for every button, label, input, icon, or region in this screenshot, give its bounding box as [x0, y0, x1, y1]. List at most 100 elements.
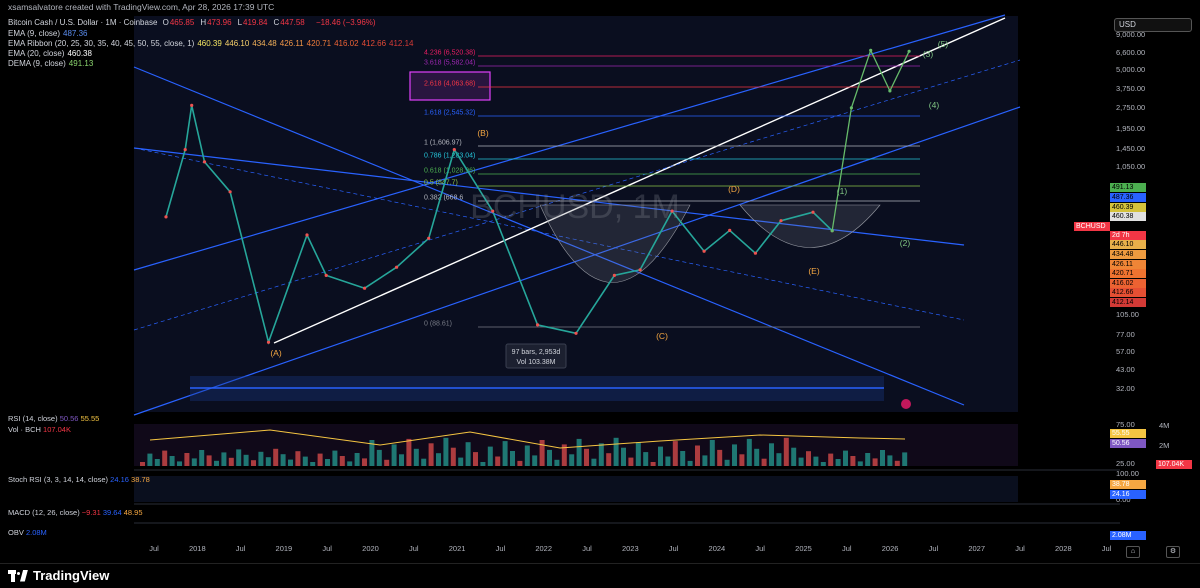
- volume-bar: [687, 460, 693, 466]
- volume-bar: [243, 454, 249, 466]
- rsi-axis-tick: 75.00: [1116, 420, 1135, 429]
- volume-bar: [672, 441, 678, 466]
- volume-label[interactable]: Vol · BCH 107.04K: [8, 425, 71, 434]
- volume-bar: [295, 451, 301, 466]
- settings-gear-icon[interactable]: ⚙: [1166, 546, 1180, 558]
- data-point: [830, 229, 834, 233]
- orange-wave-label: (E): [808, 266, 820, 276]
- time-axis-tick: 2021: [449, 544, 466, 553]
- time-axis-tick: Jul: [236, 544, 246, 553]
- data-point: [811, 210, 815, 214]
- time-axis-tick: 2022: [535, 544, 552, 553]
- volume-bar: [635, 442, 641, 466]
- time-axis-tick: 2020: [362, 544, 379, 553]
- time-axis-tick: 2026: [882, 544, 899, 553]
- pane-value-tag: 24.16: [1110, 490, 1146, 499]
- volume-bar: [695, 445, 700, 466]
- volume-bar: [754, 448, 760, 466]
- chart-canvas[interactable]: 4.236 (6,520.38) 3.618 (5,582.04) 2.618 (4…: [0, 0, 1200, 564]
- indicator-row[interactable]: EMA (20, close) 460.38: [8, 49, 95, 58]
- stoch-rsi-label[interactable]: Stoch RSI (3, 3, 14, 14, close) 24.16 38…: [8, 475, 150, 484]
- volume-bar: [783, 437, 789, 466]
- time-axis-tick: Jul: [755, 544, 765, 553]
- volume-bar: [354, 453, 360, 466]
- orange-wave-label: (A): [270, 348, 282, 358]
- price-axis-tick: 1,450.00: [1116, 144, 1145, 153]
- indicator-row[interactable]: EMA Ribbon (20, 25, 30, 35, 40, 45, 50, …: [8, 39, 417, 48]
- obv-label[interactable]: OBV 2.08M: [8, 528, 47, 537]
- volume-bar: [384, 459, 390, 466]
- fib-level-label: 1 (1,606.97): [424, 140, 462, 147]
- volume-bar: [894, 460, 900, 466]
- macd-label[interactable]: MACD (12, 26, close) −9.31 39.64 48.95: [8, 508, 143, 517]
- ascending-channel-lower: [133, 106, 1021, 416]
- symbol-name[interactable]: Bitcoin Cash / U.S. Dollar · 1M · Coinba…: [8, 18, 158, 27]
- white-trendline: [273, 17, 1006, 344]
- ascending-channel-upper: [133, 14, 1006, 271]
- volume-bar: [332, 450, 338, 466]
- volume-bar: [724, 459, 730, 466]
- timezone-button[interactable]: ⌂: [1126, 546, 1140, 558]
- indicator-row[interactable]: DEMA (9, close) 491.13: [8, 59, 96, 68]
- price-axis-tick: 5,000.00: [1116, 65, 1145, 74]
- indicator-name: DEMA (9, close): [8, 59, 66, 68]
- ohlc-values: O465.85 H473.96 L419.84 C447.58: [163, 18, 311, 27]
- volume-bar: [191, 458, 197, 466]
- data-point: [574, 331, 578, 335]
- data-point: [869, 48, 873, 52]
- volume-bar: [510, 451, 515, 466]
- volume-bar: [317, 453, 323, 466]
- data-point: [638, 268, 642, 272]
- pane-value-tag: 107.04K: [1156, 460, 1192, 469]
- price-tag: 491.13: [1110, 183, 1146, 192]
- time-axis-tick: Jul: [149, 544, 159, 553]
- lightning-icon: [901, 399, 911, 409]
- volume-bar: [732, 444, 737, 466]
- stoch-rsi-pane: [134, 476, 1018, 502]
- time-axis-tick: Jul: [322, 544, 332, 553]
- currency-button[interactable]: USD: [1114, 18, 1192, 32]
- volume-bar: [872, 458, 878, 466]
- data-point: [202, 160, 207, 164]
- volume-bar: [850, 456, 856, 466]
- time-axis-tick: 2018: [189, 544, 206, 553]
- time-axis-tick: Jul: [496, 544, 506, 553]
- time-axis-tick: Jul: [669, 544, 679, 553]
- price-tag: BCHUSD: [1074, 222, 1110, 231]
- descending-channel-upper: [133, 66, 965, 406]
- orange-wave-label: (C): [656, 331, 668, 341]
- time-axis-tick: Jul: [1015, 544, 1025, 553]
- price-tag: 460.38: [1110, 212, 1146, 221]
- data-point: [491, 209, 495, 213]
- rsi-label[interactable]: RSI (14, close) 50.56 55.55: [8, 414, 100, 423]
- volume-bar: [576, 438, 582, 466]
- brand-name: TradingView: [33, 568, 110, 583]
- indicator-value: 412.14: [389, 39, 414, 48]
- time-axis-tick: 2023: [622, 544, 639, 553]
- price-tag: 412.66: [1110, 288, 1146, 297]
- ohlc-h: H473.96: [200, 18, 232, 27]
- volume-bar: [554, 459, 560, 466]
- data-point: [164, 215, 168, 219]
- data-point: [612, 273, 617, 277]
- price-axis-tick: 1,950.00: [1116, 124, 1145, 133]
- volume-bar: [857, 461, 863, 466]
- indicator-name: EMA (20, close): [8, 49, 65, 58]
- fib-level-label: 0 (88.61): [424, 321, 452, 328]
- price-axis-tick: 32.00: [1116, 384, 1135, 393]
- ohlc-l: L419.84: [237, 18, 268, 27]
- volume-bar: [591, 458, 597, 466]
- tradingview-logo[interactable]: TradingView: [8, 568, 109, 583]
- indicator-value: 460.39: [197, 39, 222, 48]
- volume-bar: [199, 450, 205, 466]
- target-box: [409, 71, 491, 101]
- volume-bar: [347, 461, 353, 466]
- volume-bar: [487, 446, 493, 466]
- volume-bar: [621, 447, 626, 466]
- descending-channel-mid: [133, 147, 965, 246]
- data-point: [753, 251, 758, 255]
- measure-bars-text: 97 bars, 2,953d: [512, 349, 561, 356]
- fib-level-label: 1.618 (2,545.32): [424, 110, 475, 117]
- indicator-row[interactable]: EMA (9, close) 487.36: [8, 29, 90, 38]
- stoch-axis-tick: 100.00: [1116, 469, 1139, 478]
